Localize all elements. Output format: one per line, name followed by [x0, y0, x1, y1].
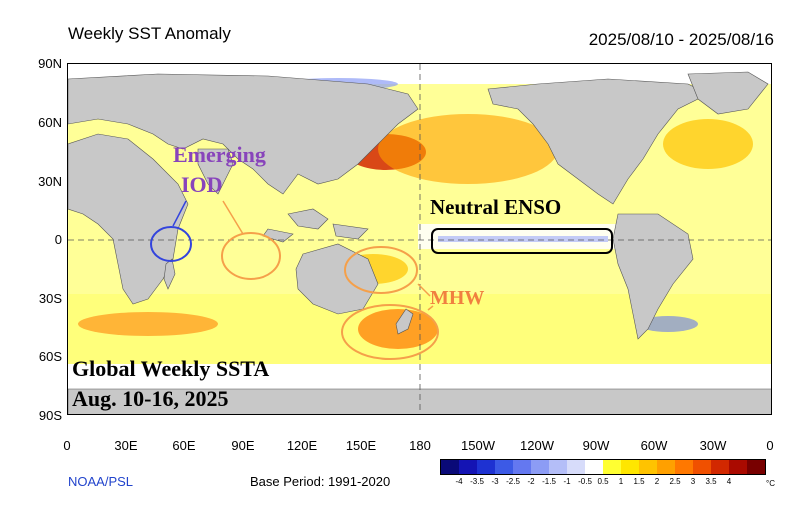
africa [68, 133, 189, 305]
colorbar-unit: °C [766, 479, 775, 488]
south-america [612, 213, 694, 340]
colorbar-tick-label: 3.5 [705, 477, 717, 486]
colorbar-tick-label: -1.5 [542, 477, 556, 486]
lon-label-90e: 90E [231, 438, 255, 453]
colorbar-tick-label: 1.5 [633, 477, 645, 486]
colorbar-tick-label: -1 [563, 477, 571, 486]
eurasia [68, 73, 419, 195]
colorbar-segment [639, 460, 657, 474]
colorbar-segment [531, 460, 549, 474]
colorbar-segment [603, 460, 621, 474]
mhw-tasman-circle [341, 304, 439, 360]
lat-label-60s: 60S [38, 349, 62, 364]
colorbar-tick-label: -2.5 [506, 477, 520, 486]
iod-label-line1: Emerging [173, 142, 266, 167]
colorbar-tick-label: 0.5 [597, 477, 609, 486]
north-america [487, 78, 709, 205]
colorbar-tick-label: -4 [455, 477, 463, 486]
colorbar-segment [477, 460, 495, 474]
iod-label-line2: IOD [181, 172, 223, 197]
hotspot-north-atlantic [663, 119, 753, 169]
colorbar-segment [657, 460, 675, 474]
australia [295, 243, 379, 315]
sst-map-canvas [68, 64, 771, 414]
colorbar [440, 459, 766, 475]
lon-label-120w: 120W [520, 438, 554, 453]
mhw-pointer-lower [427, 305, 434, 311]
source-label: NOAA/PSL [68, 474, 134, 489]
colorbar-segment [441, 460, 459, 474]
base-period-label: Base Period: 1991-2020 [250, 474, 391, 489]
enso-box [431, 228, 613, 254]
iod-blue-pointer [172, 200, 187, 227]
india [197, 148, 234, 195]
lon-label-180: 180 [409, 438, 431, 453]
mhw-coral-sea-circle [344, 246, 418, 294]
lat-label-30s: 30S [38, 291, 62, 306]
lat-label-90s: 90S [38, 408, 62, 423]
colorbar-segment [549, 460, 567, 474]
colorbar-tick-label: -3 [491, 477, 499, 486]
mhw-pointer-upper [417, 283, 431, 297]
antarctica [68, 388, 771, 414]
summary-line1: Global Weekly SSTA [72, 356, 270, 381]
new-zealand [395, 308, 414, 335]
date-range: 2025/08/10 - 2025/08/16 [588, 30, 774, 49]
colorbar-segment [747, 460, 765, 474]
summary-line2: Aug. 10-16, 2025 [72, 386, 229, 411]
lat-label-0: 0 [54, 232, 62, 247]
colorbar-segment [693, 460, 711, 474]
lon-label-90w: 90W [582, 438, 610, 453]
lon-label-120e: 120E [286, 438, 318, 453]
colorbar-tick-label: 2 [654, 477, 660, 486]
map-title: Weekly SST Anomaly [68, 24, 231, 43]
madagascar [163, 258, 176, 290]
land-masses [68, 71, 771, 414]
lat-label-30n: 30N [38, 174, 62, 189]
sumatra-java [262, 228, 294, 243]
lon-label-150w: 150W [461, 438, 495, 453]
lon-label-30e: 30E [114, 438, 138, 453]
new-guinea [332, 223, 369, 240]
iod-east-circle [221, 232, 281, 280]
colorbar-tick-labels: -4 -3.5 -3 -2.5 -2 -1.5 -1 -0.5 0.5 1 1.5 2 2.5 3 3.5 4 [440, 477, 766, 489]
colorbar-tick-label: 1 [618, 477, 624, 486]
sst-anomaly-map: Emerging IOD Neutral ENSO MHW Global Wee… [67, 63, 772, 415]
greenland [687, 71, 769, 115]
colorbar-tick-label: -0.5 [578, 477, 592, 486]
lon-label-30w: 30W [699, 438, 727, 453]
hotspot-south-indian [78, 312, 218, 336]
enso-label: Neutral ENSO [430, 195, 562, 219]
colorbar-segment [585, 460, 603, 474]
lat-label-90n: 90N [38, 56, 62, 71]
hotspot-north-pacific [378, 114, 558, 184]
colorbar-segment [513, 460, 531, 474]
lon-label-60w: 60W [640, 438, 668, 453]
colorbar-tick-label: -2 [527, 477, 535, 486]
lat-label-60n: 60N [38, 115, 62, 130]
colorbar-tick-label: 4 [726, 477, 732, 486]
borneo [287, 208, 329, 230]
colorbar-segment [495, 460, 513, 474]
lon-label-0: 0 [63, 438, 71, 453]
colorbar-tick-label: -3.5 [470, 477, 484, 486]
colorbar-segment [567, 460, 585, 474]
colorbar-segment [621, 460, 639, 474]
lon-label-150e: 150E [345, 438, 377, 453]
coldspot-south-atlantic [638, 316, 698, 332]
lon-label-0-east: 0 [766, 438, 774, 453]
mhw-label: MHW [430, 287, 485, 309]
colorbar-segment [675, 460, 693, 474]
colorbar-tick-label: 2.5 [669, 477, 681, 486]
iod-west-circle [150, 226, 192, 262]
lon-label-60e: 60E [172, 438, 196, 453]
colorbar-segment [711, 460, 729, 474]
colorbar-tick-label: 3 [690, 477, 696, 486]
colorbar-segment [459, 460, 477, 474]
equatorial-cool-strip [438, 236, 608, 242]
iod-orange-pointer [222, 200, 244, 235]
colorbar-segment [729, 460, 747, 474]
